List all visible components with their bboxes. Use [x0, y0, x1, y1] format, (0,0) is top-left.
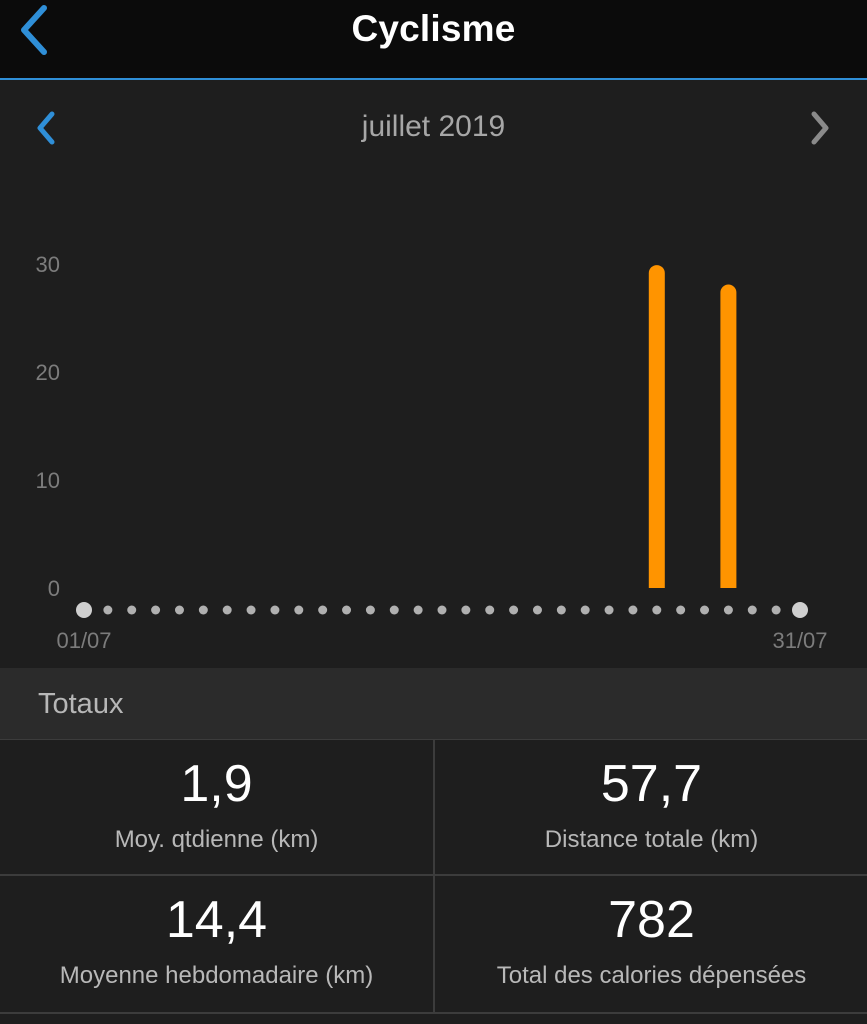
day-dot [76, 602, 92, 618]
day-dot [318, 605, 328, 615]
day-dot [342, 605, 352, 615]
day-dot [413, 605, 423, 615]
stat-label: Moy. qtdienne (km) [114, 826, 319, 853]
day-dot [294, 605, 304, 615]
day-dot [389, 605, 399, 615]
stat-value: 1,9 [180, 755, 253, 813]
day-dot [556, 605, 566, 615]
day-dot [151, 605, 161, 615]
y-tick-label: 20 [36, 360, 60, 385]
x-start-label: 01/07 [56, 628, 111, 653]
y-tick-label: 10 [36, 468, 60, 493]
day-dot [103, 605, 113, 615]
cycling-distance-chart: 0 10 20 30 01/07 31/07 [0, 200, 867, 668]
previous-month-button[interactable] [30, 108, 64, 148]
chevron-left-icon [21, 5, 47, 55]
back-button[interactable] [14, 4, 58, 56]
day-dot [437, 605, 447, 615]
day-dot [792, 602, 808, 618]
stat-total-distance: 57,7 Distance totale (km) [435, 740, 867, 876]
day-dot [222, 605, 232, 615]
day-dot [747, 605, 757, 615]
stat-value: 782 [608, 891, 695, 949]
day-dot [652, 605, 662, 615]
totals-header: Totaux [0, 668, 867, 740]
day-dot [604, 605, 614, 615]
stats-grid: 1,9 Moy. qtdienne (km) 57,7 Distance tot… [0, 740, 867, 1024]
chevron-right-icon [811, 111, 829, 145]
page-title: Cyclisme [351, 8, 516, 49]
stat-daily-average: 1,9 Moy. qtdienne (km) [0, 740, 433, 876]
chevron-left-icon [37, 111, 55, 145]
totals-heading: Totaux [38, 688, 124, 720]
day-dot [580, 605, 590, 615]
stat-value: 57,7 [600, 755, 703, 813]
divider [0, 1012, 867, 1014]
day-dot [532, 605, 542, 615]
day-dot [485, 605, 495, 615]
day-dot [198, 605, 208, 615]
day-dot [723, 605, 733, 615]
x-end-label: 31/07 [772, 628, 827, 653]
day-dot [461, 605, 471, 615]
bar [648, 265, 665, 588]
stat-weekly-average: 14,4 Moyenne hebdomadaire (km) [0, 876, 433, 1012]
bar [720, 284, 737, 588]
divider [433, 740, 435, 1012]
chart-svg: 0 10 20 30 01/07 31/07 [36, 252, 828, 653]
stat-value: 14,4 [165, 891, 268, 949]
month-label: juillet 2019 [361, 110, 506, 143]
day-dot [127, 605, 137, 615]
day-dot [509, 605, 519, 615]
nav-bar: Cyclisme [0, 0, 867, 80]
day-dot [246, 605, 256, 615]
day-dot [700, 605, 710, 615]
day-dot [628, 605, 638, 615]
day-dot [771, 605, 781, 615]
month-selector: juillet 2019 [0, 82, 867, 174]
stat-label: Distance totale (km) [544, 826, 759, 853]
divider [0, 874, 867, 876]
stat-total-calories: 782 Total des calories dépensées [435, 876, 867, 1012]
day-dot [174, 605, 184, 615]
next-month-button[interactable] [802, 108, 836, 148]
y-tick-label: 30 [36, 252, 60, 277]
stat-label: Moyenne hebdomadaire (km) [59, 962, 374, 989]
day-dot [676, 605, 686, 615]
day-dot [365, 605, 375, 615]
day-dot [270, 605, 280, 615]
y-tick-label: 0 [48, 576, 60, 601]
stat-label: Total des calories dépensées [496, 962, 807, 989]
